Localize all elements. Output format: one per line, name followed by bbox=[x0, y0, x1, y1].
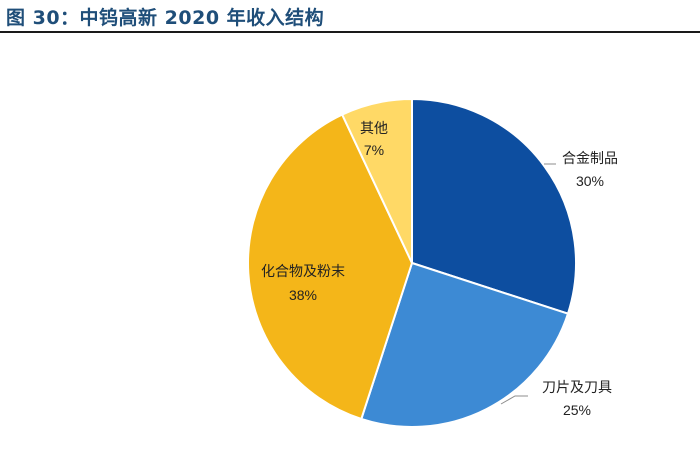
pie-slice-compounds-powders bbox=[247, 113, 414, 421]
title-divider bbox=[0, 31, 700, 33]
pie-slices bbox=[247, 97, 577, 428]
slice-label-compounds-powders: 化合物及粉末 bbox=[261, 264, 345, 280]
slice-labels: 合金制品 30% 刀片及刀具 25% 化合物及粉末 38% 其他 7% bbox=[261, 121, 618, 418]
pie-slice-other bbox=[340, 97, 413, 264]
slice-value-alloy: 30% bbox=[576, 173, 604, 189]
leader-lines bbox=[500, 163, 556, 405]
pie-slice-alloy bbox=[411, 97, 577, 315]
slice-value-compounds-powders: 38% bbox=[289, 287, 317, 303]
slice-label-other: 其他 bbox=[360, 121, 388, 137]
slice-value-blades-tools: 25% bbox=[563, 402, 591, 418]
pie-slice-blades-tools bbox=[360, 261, 570, 428]
slice-label-alloy: 合金制品 bbox=[562, 151, 618, 167]
slice-value-other: 7% bbox=[364, 142, 384, 158]
figure-title: 图 30：中钨高新 2020 年收入结构 bbox=[6, 7, 325, 29]
leader-line-blades-tools bbox=[500, 395, 528, 405]
slice-label-blades-tools: 刀片及刀具 bbox=[542, 380, 612, 396]
